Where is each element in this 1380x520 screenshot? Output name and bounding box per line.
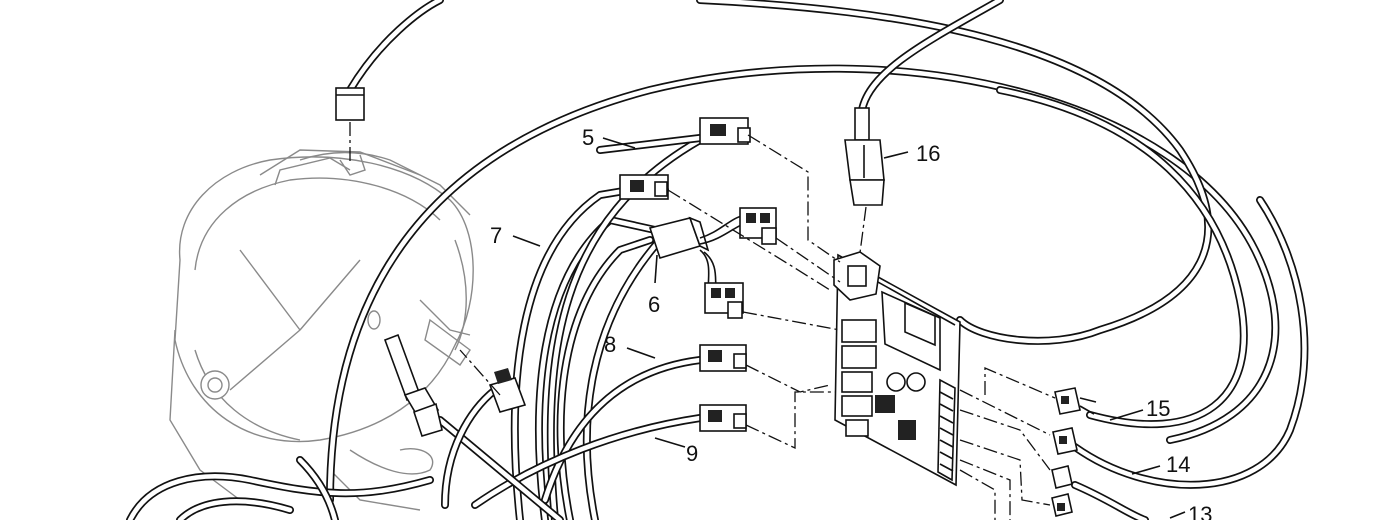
temperature-sensor xyxy=(383,333,443,437)
connector-7 xyxy=(619,174,669,200)
callout-13: 13 xyxy=(1188,502,1212,520)
callout-5: 5 xyxy=(582,125,594,150)
callout-6: 6 xyxy=(648,292,660,317)
connector-9 xyxy=(699,404,747,432)
callout-8: 8 xyxy=(604,332,616,357)
connector-8 xyxy=(699,344,747,372)
assembly-guide-lines xyxy=(667,134,1056,520)
component-6 xyxy=(648,207,777,319)
fan-connector xyxy=(459,349,527,413)
connector-5 xyxy=(699,117,751,145)
top-left-connector xyxy=(335,87,365,165)
connector-16 xyxy=(844,107,885,269)
control-board xyxy=(833,251,961,487)
wire-harness xyxy=(126,0,1309,520)
connector-14 xyxy=(1052,427,1078,455)
callout-7: 7 xyxy=(490,223,502,248)
connector-15 xyxy=(1054,387,1097,415)
fan-assembly xyxy=(169,149,474,511)
callout-15: 15 xyxy=(1146,396,1170,421)
connector-13 xyxy=(1051,465,1073,517)
callout-14: 14 xyxy=(1166,452,1190,477)
leader-lines xyxy=(512,137,1186,519)
callout-16: 16 xyxy=(916,141,940,166)
callout-9: 9 xyxy=(686,441,698,466)
callout-labels: 5 6 7 8 9 13 14 15 16 xyxy=(490,125,1212,520)
